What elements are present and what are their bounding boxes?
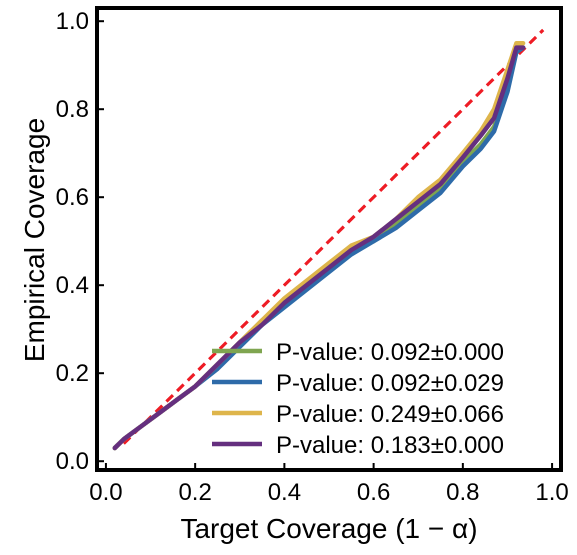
y-axis-label: Empirical Coverage: [19, 118, 50, 362]
y-tick-label: 0.0: [56, 448, 89, 475]
x-tick-label: 0.0: [89, 479, 122, 506]
x-axis-label: Target Coverage (1 − α): [180, 513, 477, 544]
series-line-4: [112, 45, 526, 451]
y-tick-label: 0.8: [56, 96, 89, 123]
y-tick-label: 1.0: [56, 8, 89, 35]
legend: P-value: 0.092±0.000 P-value: 0.092±0.029…: [212, 339, 504, 459]
x-tick-label: 0.6: [357, 479, 390, 506]
legend-label-2: P-value: 0.092±0.029: [276, 370, 504, 397]
x-tick-label: 0.2: [178, 479, 211, 506]
legend-label-3: P-value: 0.249±0.066: [276, 401, 504, 428]
reference-diagonal-line-overlay: [122, 28, 545, 445]
x-tick-label: 0.8: [446, 479, 479, 506]
x-tick-label: 1.0: [535, 479, 568, 506]
x-tick-label: 0.4: [268, 479, 301, 506]
legend-label-4: P-value: 0.183±0.000: [276, 432, 504, 459]
y-tick-label: 0.6: [56, 184, 89, 211]
y-tick-label: 0.4: [56, 272, 89, 299]
y-tick-label: 0.2: [56, 360, 89, 387]
plot-frame: [95, 6, 563, 472]
legend-label-1: P-value: 0.092±0.000: [276, 339, 504, 366]
